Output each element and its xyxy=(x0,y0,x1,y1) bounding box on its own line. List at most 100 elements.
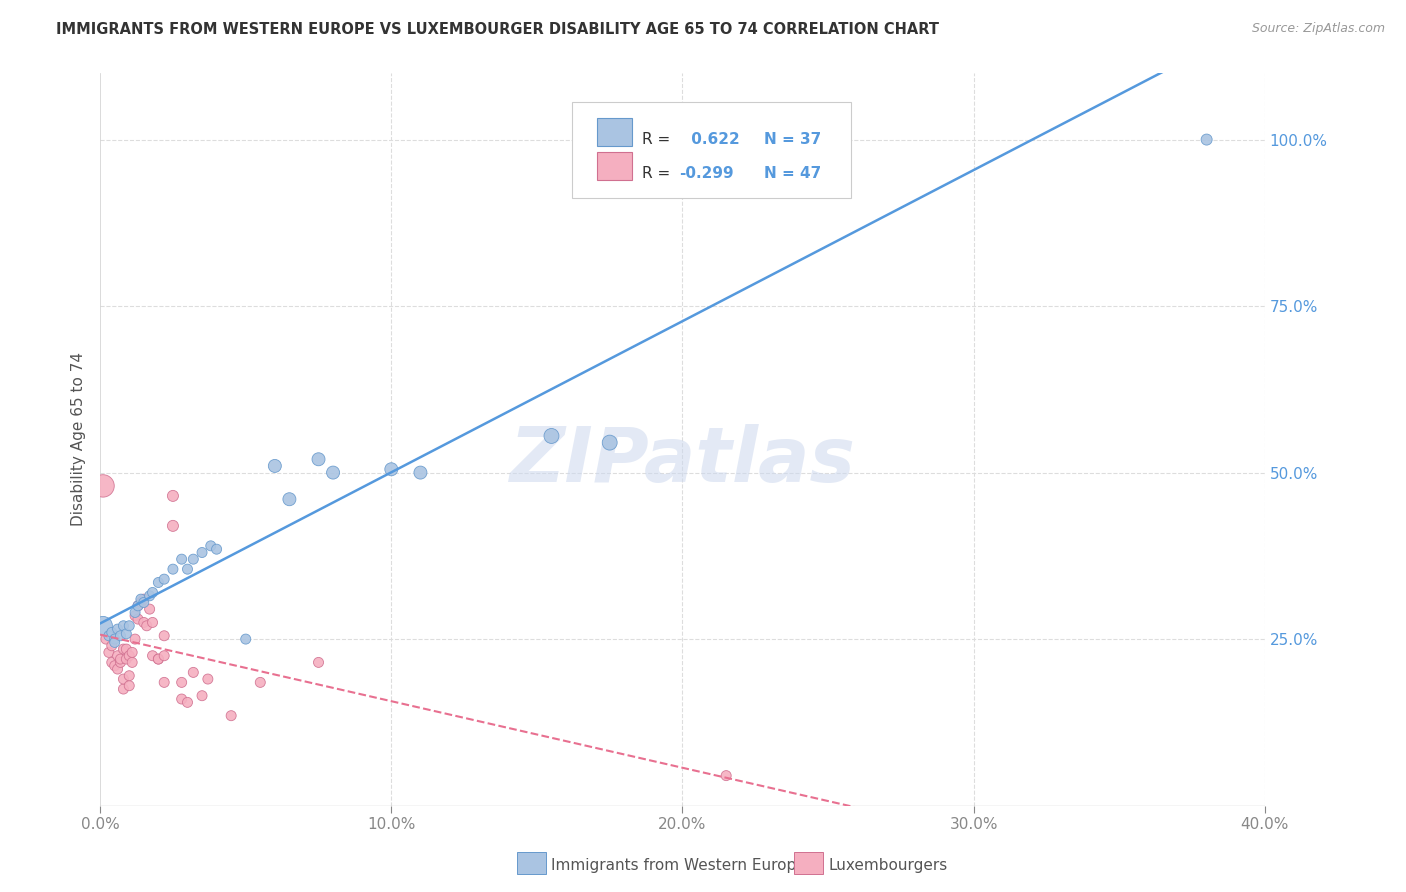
Point xyxy=(121,656,143,670)
Point xyxy=(235,632,257,646)
Point xyxy=(132,595,155,609)
Point xyxy=(129,592,152,607)
Point xyxy=(110,629,132,643)
Point xyxy=(107,648,129,663)
Text: Luxembourgers: Luxembourgers xyxy=(828,858,948,872)
Text: N = 37: N = 37 xyxy=(763,132,821,147)
Point xyxy=(104,632,127,646)
FancyBboxPatch shape xyxy=(572,103,852,197)
Point xyxy=(219,708,242,723)
Point xyxy=(104,658,127,673)
Point xyxy=(787,153,810,167)
Point xyxy=(141,585,163,599)
Point xyxy=(308,452,330,467)
Point xyxy=(107,662,129,676)
Point xyxy=(380,462,402,476)
Text: 0.622: 0.622 xyxy=(686,132,740,147)
Point xyxy=(127,599,149,613)
Point xyxy=(714,769,737,783)
Text: Immigrants from Western Europe: Immigrants from Western Europe xyxy=(551,858,806,872)
Point xyxy=(205,542,228,557)
Point xyxy=(104,635,127,649)
Point xyxy=(170,692,193,706)
Point xyxy=(308,656,330,670)
Point xyxy=(181,552,204,566)
Point xyxy=(112,681,135,696)
Point xyxy=(97,629,120,643)
Point xyxy=(322,466,344,480)
Point xyxy=(115,626,138,640)
Point xyxy=(118,669,141,683)
Point xyxy=(153,675,176,690)
Point xyxy=(112,642,135,657)
Point xyxy=(124,606,146,620)
Point xyxy=(107,622,129,636)
Point xyxy=(115,652,138,666)
Point xyxy=(1195,132,1218,146)
Text: R =: R = xyxy=(641,132,675,147)
Point xyxy=(141,615,163,630)
Point xyxy=(200,539,222,553)
Point xyxy=(141,648,163,663)
Point xyxy=(97,645,120,659)
Point xyxy=(91,619,114,633)
Point xyxy=(278,492,301,507)
Point xyxy=(176,562,198,576)
Point xyxy=(132,615,155,630)
Point xyxy=(115,642,138,657)
Point xyxy=(162,562,184,576)
Point xyxy=(100,639,122,653)
Point xyxy=(135,619,157,633)
Point xyxy=(148,652,170,666)
Point xyxy=(176,695,198,709)
Point xyxy=(138,589,160,603)
Text: R =: R = xyxy=(641,166,675,181)
Point xyxy=(191,545,214,559)
Point xyxy=(148,575,170,590)
Y-axis label: Disability Age 65 to 74: Disability Age 65 to 74 xyxy=(72,352,86,526)
Point xyxy=(124,608,146,623)
Point xyxy=(153,629,176,643)
Text: N = 47: N = 47 xyxy=(763,166,821,181)
Point xyxy=(153,572,176,586)
Point xyxy=(191,689,214,703)
Point xyxy=(162,519,184,533)
Point xyxy=(110,652,132,666)
Point xyxy=(170,552,193,566)
Point xyxy=(118,648,141,663)
Point xyxy=(100,625,122,640)
Point xyxy=(118,619,141,633)
Point xyxy=(127,599,149,613)
Point xyxy=(127,612,149,626)
Point xyxy=(124,632,146,646)
Point xyxy=(94,632,117,646)
Point xyxy=(197,672,219,686)
Point xyxy=(132,592,155,607)
Point xyxy=(249,675,271,690)
Point xyxy=(110,656,132,670)
Point xyxy=(599,435,621,450)
Text: Source: ZipAtlas.com: Source: ZipAtlas.com xyxy=(1251,22,1385,36)
Point xyxy=(121,645,143,659)
Point xyxy=(112,672,135,686)
Point xyxy=(138,602,160,616)
Point xyxy=(153,648,176,663)
Point xyxy=(148,652,170,666)
Point xyxy=(129,595,152,609)
Point xyxy=(409,466,432,480)
Text: ZIPatlas: ZIPatlas xyxy=(509,425,855,499)
Point xyxy=(118,679,141,693)
Point xyxy=(803,153,825,167)
Point xyxy=(91,479,114,493)
Text: IMMIGRANTS FROM WESTERN EUROPE VS LUXEMBOURGER DISABILITY AGE 65 TO 74 CORRELATI: IMMIGRANTS FROM WESTERN EUROPE VS LUXEMB… xyxy=(56,22,939,37)
Point xyxy=(540,429,562,443)
Point xyxy=(112,619,135,633)
FancyBboxPatch shape xyxy=(598,119,633,146)
Point xyxy=(162,489,184,503)
Point xyxy=(181,665,204,680)
Point xyxy=(263,458,285,473)
Point xyxy=(170,675,193,690)
FancyBboxPatch shape xyxy=(598,153,633,180)
Point xyxy=(100,656,122,670)
Text: -0.299: -0.299 xyxy=(679,166,734,181)
